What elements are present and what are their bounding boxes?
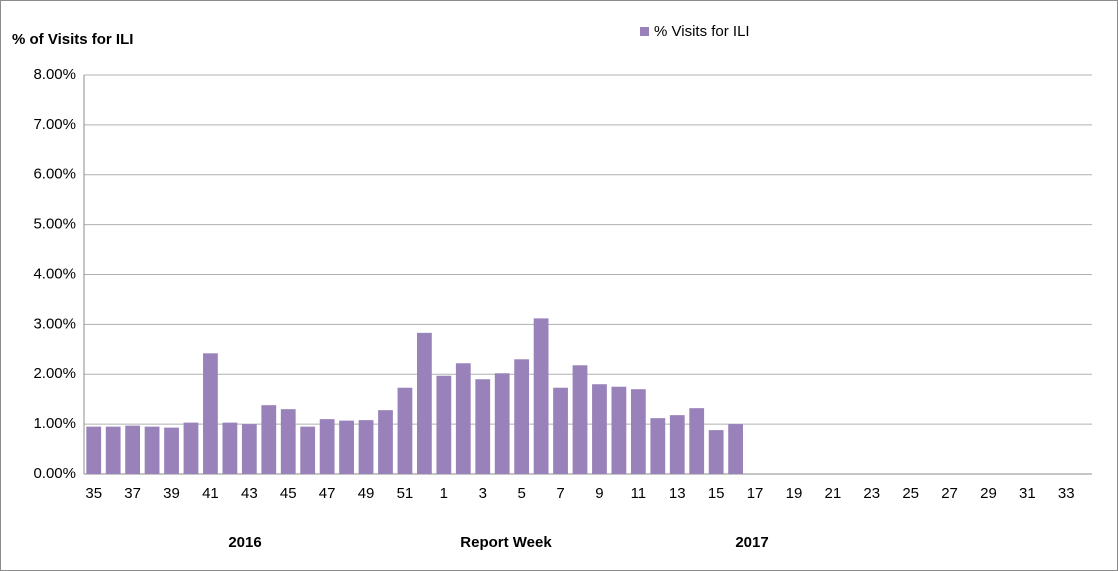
x-tick-label: 39 xyxy=(163,485,180,502)
bar xyxy=(417,332,432,474)
y-tick-label: 4.00% xyxy=(33,265,76,282)
x-tick-label: 21 xyxy=(825,485,842,502)
x-tick-label: 43 xyxy=(241,485,258,502)
bar xyxy=(650,418,666,474)
y-tick-label: 1.00% xyxy=(33,415,76,432)
x-tick-label: 31 xyxy=(1019,485,1036,502)
y-tick-label: 8.00% xyxy=(33,66,76,83)
x-tick-label: 27 xyxy=(941,485,958,502)
bar xyxy=(280,409,296,474)
x-tick-label: 37 xyxy=(124,485,141,502)
bar xyxy=(514,359,530,474)
x-tick-label: 19 xyxy=(786,485,803,502)
bar xyxy=(183,422,199,474)
bar xyxy=(203,353,218,474)
y-tick-label: 7.00% xyxy=(33,116,76,133)
x-tick-label: 5 xyxy=(517,485,525,502)
bar xyxy=(358,420,374,474)
x-tick-label: 35 xyxy=(85,485,102,502)
bar xyxy=(572,365,588,474)
bar xyxy=(164,427,179,474)
year-label: 2016 xyxy=(228,534,261,551)
bar xyxy=(144,426,160,474)
x-tick-label: 17 xyxy=(747,485,764,502)
x-tick-label: 51 xyxy=(397,485,414,502)
x-tick-label: 49 xyxy=(358,485,375,502)
bar xyxy=(611,386,627,474)
y-axis-title: % of Visits for ILI xyxy=(12,31,133,48)
bar xyxy=(86,426,102,474)
x-tick-label: 25 xyxy=(902,485,919,502)
bar xyxy=(592,384,607,474)
bar xyxy=(222,422,238,474)
bar xyxy=(630,389,646,474)
bar xyxy=(728,424,743,474)
bar xyxy=(125,425,141,474)
bar xyxy=(553,387,568,474)
bar xyxy=(455,363,471,474)
x-tick-label: 15 xyxy=(708,485,725,502)
bar xyxy=(436,375,452,474)
y-tick-label: 0.00% xyxy=(33,465,76,482)
bar xyxy=(105,426,121,474)
y-tick-label: 5.00% xyxy=(33,216,76,233)
bar xyxy=(689,408,705,474)
legend-label: % Visits for ILI xyxy=(654,23,750,40)
x-axis-title: Report Week xyxy=(460,534,552,551)
bar xyxy=(397,387,413,474)
bar xyxy=(319,419,335,474)
x-tick-label: 7 xyxy=(556,485,564,502)
x-tick-label: 13 xyxy=(669,485,686,502)
x-tick-label: 11 xyxy=(631,485,647,502)
bar xyxy=(708,430,724,474)
x-tick-label: 47 xyxy=(319,485,336,502)
bar xyxy=(669,415,685,474)
x-tick-label: 29 xyxy=(980,485,997,502)
y-tick-label: 6.00% xyxy=(33,166,76,183)
x-tick-label: 33 xyxy=(1058,485,1075,502)
x-tick-label: 9 xyxy=(595,485,603,502)
bar xyxy=(475,379,491,474)
y-tick-label: 2.00% xyxy=(33,365,76,382)
x-tick-label: 45 xyxy=(280,485,297,502)
x-tick-label: 1 xyxy=(440,485,448,502)
x-tick-label: 41 xyxy=(202,485,219,502)
bar xyxy=(339,420,354,474)
bar xyxy=(378,410,393,474)
y-tick-label: 3.00% xyxy=(33,315,76,332)
bar xyxy=(241,424,257,474)
x-tick-label: 3 xyxy=(479,485,487,502)
bar xyxy=(300,426,316,474)
bar xyxy=(533,318,549,474)
bar xyxy=(261,405,277,474)
legend-swatch xyxy=(640,27,649,36)
year-label: 2017 xyxy=(735,534,768,551)
x-tick-label: 23 xyxy=(863,485,880,502)
bar xyxy=(494,373,510,474)
